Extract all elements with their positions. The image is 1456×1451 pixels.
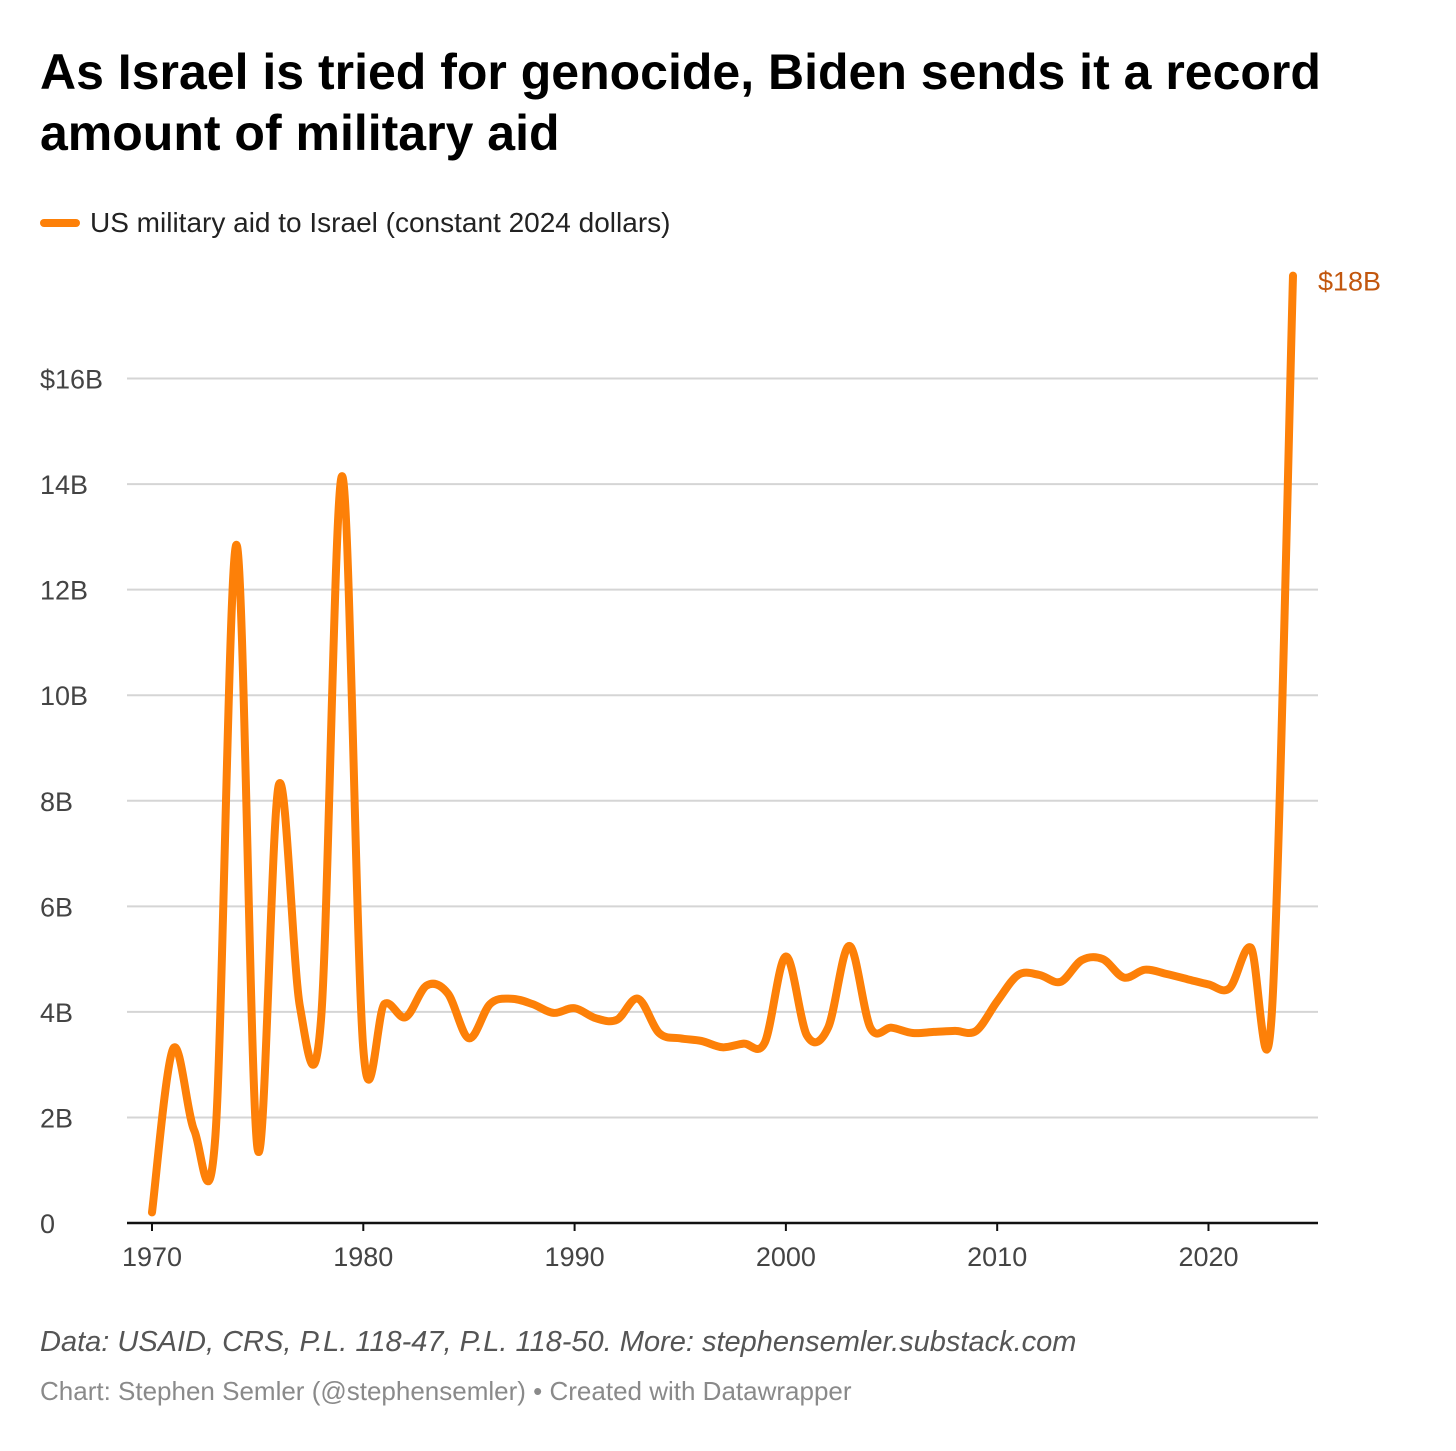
data-point <box>1248 945 1254 951</box>
chart-byline: Chart: Stephen Semler (@stephensemler) •… <box>40 1376 852 1406</box>
data-point <box>487 1001 493 1007</box>
data-point <box>403 1014 409 1020</box>
data-point <box>339 473 345 479</box>
data-point <box>825 1025 831 1031</box>
data-point <box>614 1017 620 1023</box>
data-point <box>1079 957 1085 963</box>
data-point <box>212 1133 218 1139</box>
y-tick-label: 14B <box>40 470 88 500</box>
data-point <box>910 1030 916 1036</box>
data-point <box>1142 967 1148 973</box>
y-tick-label: $16B <box>40 365 103 395</box>
data-point <box>170 1046 176 1052</box>
data-point <box>1058 979 1064 985</box>
y-tick-label: 4B <box>40 998 73 1028</box>
series-line <box>148 271 1297 1217</box>
x-tick-label: 1990 <box>545 1242 605 1272</box>
data-point <box>297 1004 303 1010</box>
data-point <box>149 1209 155 1215</box>
data-point <box>1015 972 1021 978</box>
x-tick-label: 2020 <box>1178 1242 1238 1272</box>
end-value-label: $18B <box>1318 267 1381 297</box>
data-point <box>1205 981 1211 987</box>
data-point <box>255 1146 261 1152</box>
data-point <box>698 1038 704 1044</box>
data-point <box>783 953 789 959</box>
data-point <box>508 996 514 1002</box>
data-point <box>804 1033 810 1039</box>
data-point <box>656 1030 662 1036</box>
series-lines <box>148 271 1297 1217</box>
data-point <box>1121 975 1127 981</box>
data-point <box>550 1010 556 1016</box>
legend: US military aid to Israel (constant 2024… <box>40 203 670 243</box>
axes: 0 2B 4B 6B 8B 10B 12B 14B $16B 1970 1980 1990 2000 20… <box>40 365 1318 1272</box>
data-point <box>741 1041 747 1047</box>
legend-label: US military aid to Israel (constant 2024… <box>90 207 671 238</box>
data-point <box>276 782 282 788</box>
data-point <box>424 983 430 989</box>
data-point <box>677 1035 683 1041</box>
data-point <box>1227 985 1233 991</box>
data-point <box>931 1029 937 1035</box>
chart-title: As Israel is tried for genocide, Biden s… <box>40 44 1321 161</box>
legend-swatch <box>40 219 80 227</box>
data-point <box>635 996 641 1002</box>
data-point <box>445 990 451 996</box>
y-tick-label: 0 <box>40 1209 55 1239</box>
y-tick-label: 10B <box>40 681 88 711</box>
data-point <box>994 998 1000 1004</box>
data-point <box>360 1046 366 1052</box>
data-point <box>572 1005 578 1011</box>
data-point <box>593 1015 599 1021</box>
y-tick-label: 8B <box>40 787 73 817</box>
data-point <box>1100 956 1106 962</box>
data-point <box>720 1044 726 1050</box>
chart-notes: Data: USAID, CRS, P.L. 118-47, P.L. 118-… <box>40 1326 1077 1358</box>
data-point <box>973 1028 979 1034</box>
data-point <box>191 1128 197 1134</box>
y-tick-label: 2B <box>40 1103 73 1133</box>
data-point <box>1269 1009 1275 1015</box>
data-labels: $18B <box>1318 267 1381 297</box>
data-point <box>234 542 240 548</box>
data-point <box>762 1040 768 1046</box>
data-point <box>952 1028 958 1034</box>
data-point <box>466 1035 472 1041</box>
data-point <box>889 1025 895 1031</box>
gridlines <box>127 377 1318 1119</box>
data-point <box>381 1001 387 1007</box>
data-point <box>846 943 852 949</box>
data-point <box>1036 972 1042 978</box>
x-tick-label: 1970 <box>122 1242 182 1272</box>
data-point <box>1163 971 1169 977</box>
x-tick-label: 1980 <box>333 1242 393 1272</box>
data-point <box>529 1001 535 1007</box>
data-point <box>1290 273 1296 279</box>
data-point <box>1184 976 1190 982</box>
y-tick-label: 6B <box>40 892 73 922</box>
data-point <box>318 1017 324 1023</box>
x-tick-label: 2010 <box>967 1242 1027 1272</box>
data-point <box>867 1025 873 1031</box>
x-tick-label: 2000 <box>756 1242 816 1272</box>
y-tick-label: 12B <box>40 576 88 606</box>
